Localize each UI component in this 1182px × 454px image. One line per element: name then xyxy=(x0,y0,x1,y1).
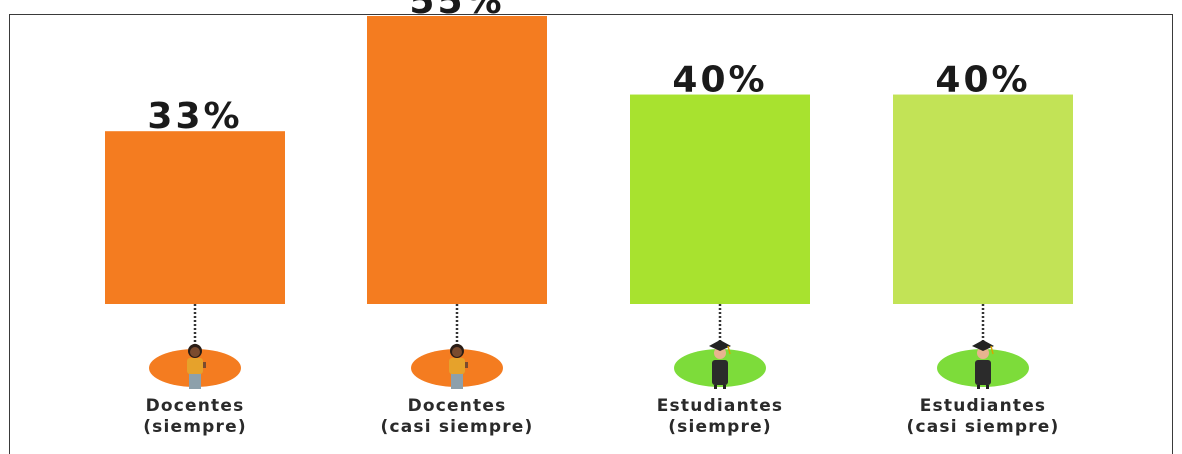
leg xyxy=(977,385,980,389)
bar xyxy=(367,16,547,304)
value-label: 40% xyxy=(672,60,767,101)
head xyxy=(977,347,989,359)
value-label: 33% xyxy=(147,96,242,137)
leg xyxy=(723,385,726,389)
mortarboard xyxy=(709,340,731,351)
bar xyxy=(105,131,285,304)
chart-frame xyxy=(9,14,1173,454)
category-label: (siempre) xyxy=(143,417,247,437)
gown xyxy=(975,360,991,385)
value-label: 40% xyxy=(935,60,1030,101)
category-label: (siempre) xyxy=(668,417,772,437)
face xyxy=(190,347,200,357)
leg xyxy=(714,385,717,389)
category-label: Docentes xyxy=(146,396,245,416)
head xyxy=(714,347,726,359)
category-label: (casi siempre) xyxy=(380,417,533,437)
arm xyxy=(465,362,468,368)
category-label: (casi siempre) xyxy=(906,417,1059,437)
mortarboard xyxy=(972,340,994,351)
category-label: Estudiantes xyxy=(657,396,784,416)
tassel xyxy=(990,345,994,355)
bar xyxy=(893,94,1073,304)
tassel xyxy=(727,345,731,355)
category-label: Docentes xyxy=(408,396,507,416)
shirt xyxy=(449,358,465,374)
bar xyxy=(630,94,810,304)
leg xyxy=(986,385,989,389)
graduate-icon xyxy=(709,340,731,389)
graduate-icon xyxy=(972,340,994,389)
category-label: Estudiantes xyxy=(920,396,1047,416)
face xyxy=(452,347,462,357)
arm xyxy=(203,362,206,368)
teacher-icon xyxy=(187,344,206,389)
pants xyxy=(451,372,463,389)
teacher-icon xyxy=(449,344,468,389)
bar-chart: 33%Docentes(siempre)55%Docentes(casi sie… xyxy=(105,0,1073,437)
shirt xyxy=(187,358,203,374)
gown xyxy=(712,360,728,385)
pants xyxy=(189,372,201,389)
